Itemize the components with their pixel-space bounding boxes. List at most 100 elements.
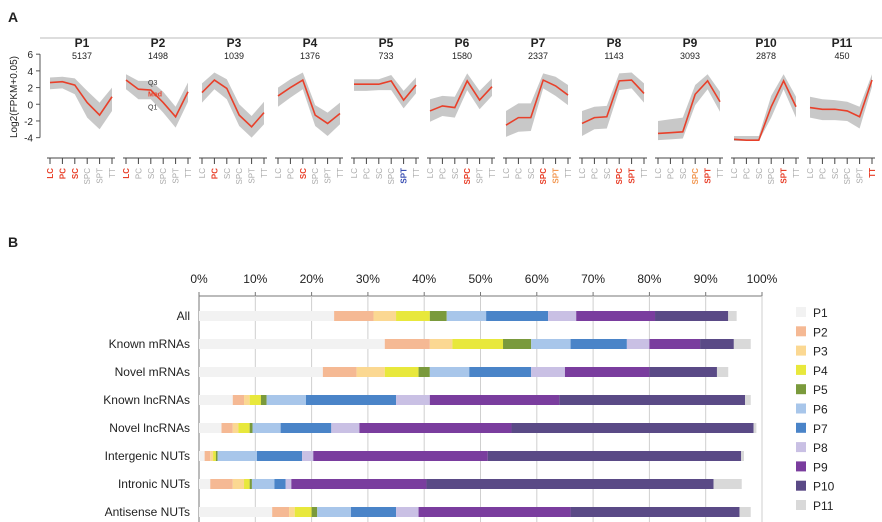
panel-a-x-tick-label: TT — [412, 168, 421, 178]
panel-a-x-tick-label: TT — [792, 168, 801, 178]
panel-b-bar-segment — [429, 311, 447, 321]
panel-b-bar-segment — [429, 367, 470, 377]
panel-b-bar-segment — [238, 423, 250, 433]
panel-a-pattern-title: P11 — [832, 36, 853, 50]
panel-b-category-label: All — [177, 309, 190, 323]
panel-a-quartile-band — [582, 72, 644, 136]
panel-a-median-label: Med — [148, 92, 162, 99]
panel-a-gene-count: 2337 — [528, 51, 548, 61]
panel-b-bar-segment — [384, 339, 430, 349]
panel-b-bar-segment — [511, 423, 754, 433]
panel-b-legend-swatch — [796, 364, 806, 375]
panel-b-bar-segment — [217, 451, 257, 461]
panel-a-x-tick-label: SPT — [400, 168, 409, 184]
panel-a-gene-count: 5137 — [72, 51, 92, 61]
panel-a-x-tick-label: LC — [502, 168, 511, 178]
panel-a-quartile-band — [278, 72, 340, 136]
panel-b-category-label: Known lncRNAs — [103, 393, 190, 407]
panel-a-pattern-title: P10 — [755, 36, 777, 50]
panel-b-legend-label: P9 — [813, 460, 828, 474]
panel-b-x-tick-label: 30% — [356, 272, 380, 286]
panel-a-label: A — [8, 9, 18, 25]
panel-a-pattern-title: P6 — [455, 36, 470, 50]
panel-a-median-line — [809, 79, 873, 118]
panel-a-x-tick-label: SPC — [539, 168, 548, 185]
panel-a-x-tick-label: LC — [46, 168, 55, 179]
panel-b-bar-segment — [716, 367, 729, 377]
panel-b-bar-segment — [531, 367, 565, 377]
panel-a-pattern-title: P9 — [683, 36, 698, 50]
panel-a-x-tick-label: TT — [716, 168, 725, 178]
panel-b-bar-segment — [311, 507, 318, 517]
panel-b-bar-segment — [199, 451, 205, 461]
panel-b-bar-segment — [359, 423, 512, 433]
panel-a-x-tick-label: SC — [831, 168, 840, 179]
panel-b-legend-swatch — [796, 422, 806, 433]
panel-b-bar-segment — [199, 367, 323, 377]
panel-b-legend-label: P5 — [813, 383, 828, 397]
panel-b-bar-segment — [469, 367, 532, 377]
panel-b-bar-segment — [626, 339, 650, 349]
panel-a-x-tick-label: LC — [274, 168, 283, 178]
panel-a-x-tick-label: SPC — [691, 168, 700, 185]
panel-b-bar-segment — [199, 311, 335, 321]
panel-b-bar-segment — [249, 479, 252, 489]
panel-a-x-tick-label: SPT — [780, 168, 789, 184]
panel-a-x-tick-label: SC — [375, 168, 384, 179]
panel-a-pattern-title: P2 — [151, 36, 166, 50]
panel-b-legend-swatch — [796, 442, 806, 453]
panel-b-bar-segment — [232, 479, 245, 489]
panel-b-bar-segment — [199, 395, 233, 405]
panel-b-x-tick-label: 60% — [525, 272, 549, 286]
panel-a-x-tick-label: PC — [818, 168, 827, 179]
panel-a-median-line — [277, 78, 341, 125]
panel-b-bar-segment — [256, 451, 303, 461]
panel-a-x-tick-label: TT — [336, 168, 345, 178]
panel-a-pattern-title: P1 — [75, 36, 90, 50]
panel-a-x-tick-label: SPC — [843, 168, 852, 185]
panel-a-x-tick-label: SPT — [248, 168, 257, 184]
panel-a-q1-label: Q1 — [148, 104, 157, 111]
panel-b-legend-swatch — [796, 461, 806, 472]
panel-b-bar-segment — [204, 451, 211, 461]
panel-a-median-line — [201, 79, 265, 128]
panel-b-bar-segment — [199, 507, 273, 517]
panel-b-bar-segment — [272, 507, 290, 517]
panel-b-bar-segment — [289, 507, 295, 517]
panel-b-bar-segment — [213, 451, 216, 461]
panel-a-x-tick-label: SPC — [311, 168, 320, 185]
panel-a-x-tick-label: LC — [122, 168, 131, 179]
panel-b-bar-segment — [285, 479, 292, 489]
panel-a-x-tick-label: SPT — [324, 168, 333, 184]
panel-b-bar-segment — [294, 507, 312, 517]
panel-a-x-tick-label: SPC — [615, 168, 624, 185]
panel-b-bar-segment — [305, 395, 397, 405]
panel-b-bar-segment — [753, 423, 757, 433]
panel-b-bar-segment — [260, 395, 267, 405]
panel-a-quartile-band — [734, 74, 796, 141]
panel-b-bar-segment — [322, 367, 357, 377]
panel-a-pattern-title: P7 — [531, 36, 546, 50]
panel-b-bar-segment — [384, 367, 419, 377]
panel-a-x-tick-label: PC — [58, 168, 67, 179]
panel-b-legend-swatch — [796, 307, 806, 317]
panel-b-category-label: Novel mRNAs — [115, 365, 190, 379]
panel-a-x-tick-label: SPT — [172, 168, 181, 184]
panel-a-x-tick-label: SPT — [704, 168, 713, 184]
panel-b-bar-segment — [503, 339, 532, 349]
panel-a-x-tick-label: LC — [578, 168, 587, 178]
panel-b-category-label: Intronic NUTs — [118, 477, 190, 491]
panel-b-x-tick-label: 10% — [243, 272, 267, 286]
panel-b-bar-segment — [232, 395, 245, 405]
panel-b-bar-segment — [313, 451, 488, 461]
panel-b-legend-label: P1 — [813, 306, 828, 320]
panel-b-bar-segment — [576, 311, 656, 321]
panel-b-bar-segment — [429, 339, 453, 349]
panel-a-quartile-band — [430, 73, 492, 122]
panel-b-x-tick-label: 100% — [747, 272, 778, 286]
panel-a-x-tick-label: PC — [742, 168, 751, 179]
panel-a-x-tick-label: PC — [514, 168, 523, 179]
panel-b-bar-segment — [649, 339, 701, 349]
panel-a-x-tick-label: LC — [350, 168, 359, 178]
panel-b-bar-segment — [570, 507, 740, 517]
